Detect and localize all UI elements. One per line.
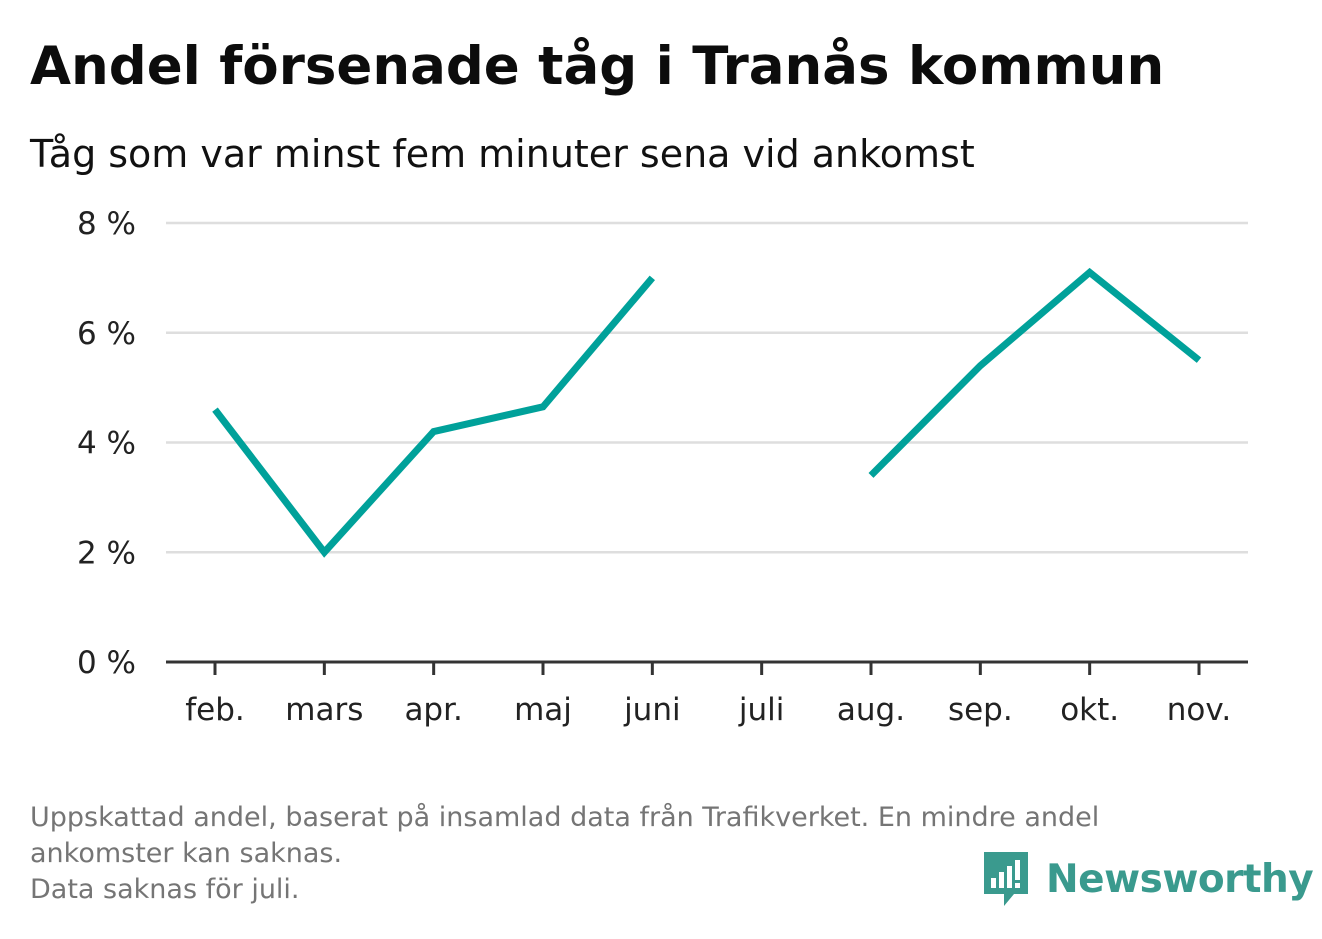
series-line-segment [212,275,656,558]
newsworthy-logo-icon [984,852,1028,906]
footnote-line-3: Data saknas för juli. [30,874,300,905]
grid-lines [166,221,1248,554]
brand-name: Newsworthy [1046,856,1314,902]
x-tick-label: maj [514,692,572,728]
series-line-segment [868,267,1202,478]
chart-subtitle: Tåg som var minst fem minuter sena vid a… [30,132,975,176]
x-tick-label: mars [285,692,363,728]
x-axis: feb. mars apr. maj juni juli aug. sep. okt. nov. [166,660,1248,728]
y-tick-label: 6 % [77,316,136,352]
x-tick-label: sep. [948,692,1013,728]
x-tick-label: okt. [1060,692,1119,728]
chart-title: Andel försenade tåg i Tranås kommun [30,36,1165,97]
x-tick-label: aug. [837,692,905,728]
y-tick-label: 2 % [77,535,136,571]
footnote-line-2: ankomster kan saknas. [30,838,343,869]
x-tick-label: juni [623,692,681,728]
y-axis: 0 % 2 % 4 % 6 % 8 % [77,206,136,681]
y-tick-label: 4 % [77,426,136,462]
x-tick-label: juli [738,692,785,728]
line-chart: 0 % 2 % 4 % 6 % 8 % feb. mars apr. maj juni juli a… [77,206,1248,728]
y-tick-label: 8 % [77,206,136,242]
y-tick-label: 0 % [77,645,136,681]
x-tick-label: nov. [1167,692,1231,728]
brand-logo: Newsworthy [980,848,1314,910]
x-tick-label: feb. [185,692,245,728]
footnote: Uppskattad andel, baserat på insamlad da… [30,800,1280,908]
x-tick-label: apr. [404,692,462,728]
series-lines [212,267,1202,558]
footnote-line-1: Uppskattad andel, baserat på insamlad da… [30,802,1100,833]
